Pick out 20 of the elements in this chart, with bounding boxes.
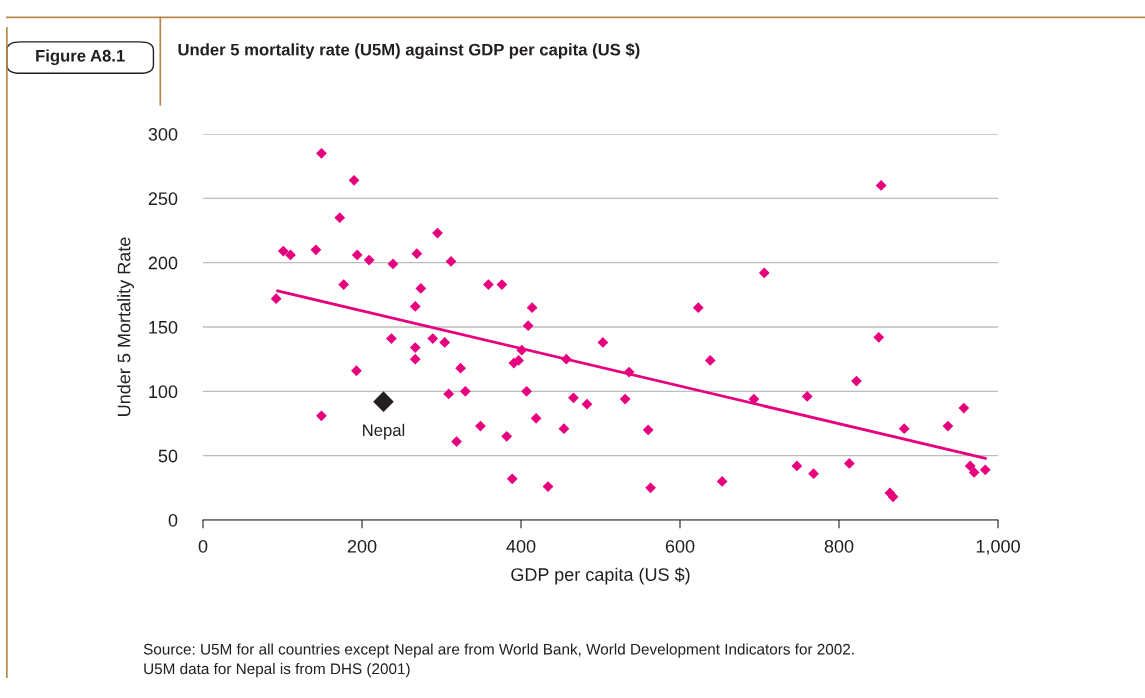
x-tick-label: 200 <box>347 539 377 553</box>
series-label: Nepal <box>363 423 405 440</box>
x-tick-label: 1,000 <box>976 539 1020 555</box>
chart-title: Under 5 mortality rate (U5M) against GDP per capita (US $) <box>178 43 640 59</box>
source-note: Source: U5M for all countries except Nepal are from World Bank, World Development Indicators for 2002. <box>143 643 854 658</box>
x-tick-label: 800 <box>824 539 854 553</box>
y-tick-label: 100 <box>149 385 178 399</box>
y-tick-label: 50 <box>158 449 178 463</box>
x-tick-label: 600 <box>665 539 695 553</box>
x-tick-label: 0 <box>198 539 208 553</box>
y-axis-title: Under 5 Mortality Rate <box>117 237 134 416</box>
y-tick-label: 200 <box>148 256 178 270</box>
text: U5M data for Nepal is from DHS (2001) <box>144 662 410 678</box>
y-tick-label: 300 <box>148 127 178 141</box>
x-axis-title: GDP per capita (US $) <box>511 567 690 585</box>
chart-subtitle: Figure A8.1 <box>36 49 125 66</box>
x-tick-label: 400 <box>506 539 536 553</box>
y-tick-label: 0 <box>168 513 178 527</box>
y-tick-label: 250 <box>148 192 178 206</box>
y-tick-label: 150 <box>149 320 178 334</box>
